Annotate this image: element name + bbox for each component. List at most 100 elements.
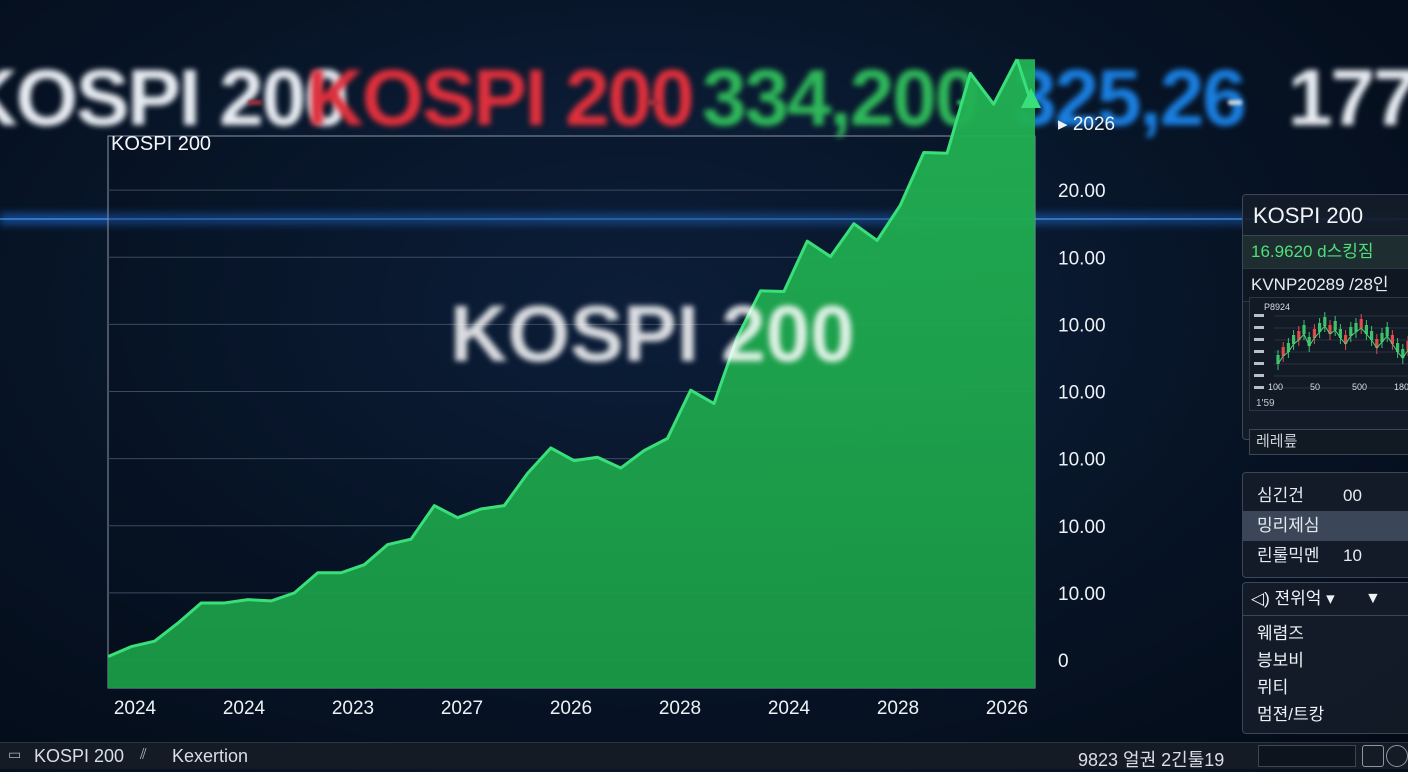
quote-panel-title: KOSPI 200	[1243, 195, 1408, 236]
mini-candle	[1292, 335, 1296, 344]
mini-candle	[1370, 331, 1374, 340]
mini-candle	[1297, 331, 1301, 340]
quote-panel-footer[interactable]: 레레릎	[1249, 429, 1408, 455]
settings-icon[interactable]	[1386, 745, 1408, 767]
mini-y-tick	[1254, 386, 1264, 389]
y-tick-label: 10.00	[1058, 315, 1106, 336]
menu-item[interactable]: 뮈티	[1257, 678, 1289, 697]
mini-y-tick	[1254, 314, 1264, 317]
mini-candle	[1406, 341, 1408, 350]
settings-row-value: 10	[1343, 546, 1362, 565]
ticker-item-1: KOSPI 200	[306, 53, 695, 142]
mini-candle	[1318, 323, 1322, 332]
mini-candle	[1375, 339, 1379, 348]
mini-candle	[1338, 329, 1342, 338]
x-tick-label: 2024	[768, 698, 811, 719]
status-input[interactable]	[1258, 745, 1356, 767]
chevron-down-icon[interactable]: ▼	[1365, 590, 1381, 607]
ticker-separator	[248, 100, 262, 105]
quote-panel: KOSPI 200 16.9620 d스킹짐 KVNP20289 /28인 P8…	[1242, 194, 1408, 455]
mini-candle	[1364, 325, 1368, 334]
mini-candle	[1349, 327, 1353, 336]
mini-y-tick	[1254, 350, 1264, 353]
settings-row[interactable]: 심긴건 00	[1243, 481, 1408, 511]
mini-candle	[1380, 333, 1384, 342]
x-tick-label: 2024	[223, 698, 266, 719]
menu-item[interactable]: 웨렴즈	[1257, 624, 1304, 643]
mini-candle	[1385, 327, 1389, 336]
mini-candle	[1312, 329, 1316, 338]
y-tick-label: 20.00	[1058, 181, 1106, 202]
mini-y-tick	[1254, 374, 1264, 377]
area-fill	[108, 59, 1035, 688]
mini-x-label: 180	[1394, 382, 1408, 392]
mini-candle	[1323, 317, 1327, 326]
settings-panel: 심긴건 00 밍리제심 린룰믹멘 10	[1242, 472, 1408, 578]
mini-candle	[1390, 335, 1394, 344]
settings-row-label: 밍리제심	[1257, 516, 1320, 535]
y-axis-labels: ▸ 2026 20.00 10.00 10.00 10.00 10.00 10.00 10.0…	[1058, 114, 1115, 672]
menu-item[interactable]: 븡보비	[1257, 651, 1304, 670]
menu-item[interactable]: 멈젼/트캉	[1257, 705, 1325, 724]
menu-dropdown-header[interactable]: ◁) 젼위억 ▾ ▼	[1243, 583, 1408, 616]
y-tick-label: 10.00	[1058, 450, 1106, 471]
mini-candle	[1396, 343, 1400, 352]
ticker-separator	[1228, 100, 1242, 105]
ticker-item-4: 1778	[1288, 53, 1408, 142]
chart-watermark: KOSPI 200	[450, 289, 855, 378]
y-tick-label: 10.00	[1058, 584, 1106, 605]
mini-candle	[1276, 355, 1280, 364]
mini-candle	[1359, 319, 1363, 328]
x-tick-label: 2027	[441, 698, 483, 719]
settings-row-label: 린룰믹멘	[1257, 546, 1320, 565]
mini-x-label: 500	[1352, 382, 1367, 392]
mini-chart-label: P8924	[1264, 302, 1290, 312]
trend-arrow-icon	[1015, 58, 1041, 108]
y-tick-label: 10.00	[1058, 517, 1106, 538]
x-tick-label: 2026	[986, 698, 1028, 719]
mini-candlestick-chart: P8924 100 50 500 180 1'59	[1249, 297, 1408, 411]
price-ticker: KOSPI 200 KOSPI 200 334,200 325,26 1778	[0, 40, 1408, 160]
status-right-label: 9823 얼권 2긴툴19	[1078, 750, 1225, 770]
y-tick-label: 10.00	[1058, 248, 1106, 269]
x-tick-label: 2026	[550, 698, 592, 719]
y-tick-label: ▸ 2026	[1058, 114, 1115, 135]
settings-row-label: 심긴건	[1257, 486, 1304, 505]
mini-x-label: 100	[1268, 382, 1283, 392]
status-left-label2: Kexertion	[172, 746, 249, 766]
y-tick-label: 10.00	[1058, 383, 1106, 404]
mini-y-tick	[1254, 362, 1264, 365]
settings-row-selected[interactable]: 밍리제심	[1243, 511, 1408, 541]
status-left-label: KOSPI 200	[34, 746, 125, 766]
mini-candle	[1354, 323, 1358, 332]
mini-candle	[1333, 321, 1337, 330]
mini-candle	[1302, 325, 1306, 334]
settings-row[interactable]: 린룰믹멘 10	[1243, 541, 1408, 571]
mini-bottom-label: 1'59	[1256, 398, 1275, 409]
chart-title: KOSPI 200	[111, 133, 212, 155]
settings-row-value: 00	[1343, 486, 1362, 505]
window-icon: ▭	[8, 746, 22, 762]
mini-candle	[1286, 343, 1290, 352]
status-bar: ▭ KOSPI 200 ⫽ Kexertion 9823 얼권 2긴툴19	[0, 742, 1408, 770]
mini-y-tick	[1254, 338, 1264, 341]
mini-x-label: 50	[1310, 382, 1320, 392]
quote-row-price[interactable]: 16.9620 d스킹짐	[1243, 236, 1408, 269]
series-line	[107, 58, 1019, 659]
mini-candle	[1328, 325, 1332, 334]
x-tick-label: 2023	[332, 698, 374, 719]
ticker-separator	[646, 100, 660, 105]
expand-icon[interactable]	[1362, 745, 1384, 767]
mini-ma-line	[1277, 325, 1408, 365]
x-axis-labels: 2024 2024 2023 2027 2026 2028 2024 2028 2026	[114, 698, 1028, 719]
mini-candle	[1401, 349, 1405, 358]
arrow-head	[1021, 88, 1041, 108]
mini-candle	[1344, 335, 1348, 344]
y-tick-label: 0	[1058, 651, 1069, 672]
x-tick-label: 2024	[114, 698, 157, 719]
mini-candle	[1307, 337, 1311, 346]
quote-row-code[interactable]: KVNP20289 /28인	[1243, 269, 1408, 302]
x-tick-label: 2028	[659, 698, 701, 719]
menu-panel: ◁) 젼위억 ▾ ▼ 웨렴즈 븡보비 뮈티 멈젼/트캉	[1242, 582, 1408, 734]
